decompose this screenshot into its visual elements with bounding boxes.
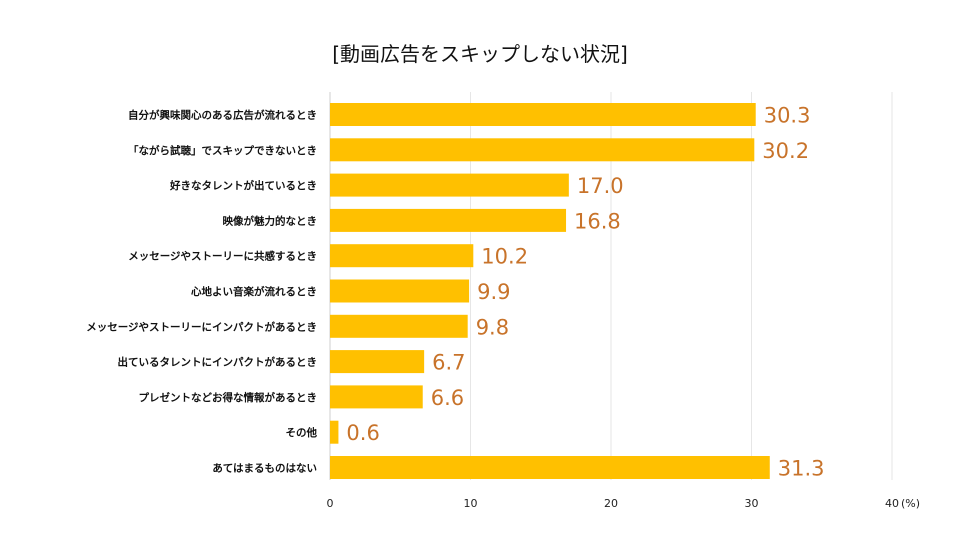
chart-title: [動画広告をスキップしない状況]: [332, 42, 628, 66]
value-label: 16.8: [574, 209, 621, 233]
category-label: プレゼントなどお得な情報があるとき: [139, 391, 318, 404]
value-label: 30.2: [762, 139, 809, 163]
category-label: 好きなタレントが出ているとき: [169, 179, 317, 192]
bar: [330, 103, 756, 126]
value-label: 10.2: [481, 245, 528, 269]
bar: [330, 314, 468, 338]
value-label: 9.8: [476, 315, 509, 339]
x-axis-unit-label: (%): [901, 497, 920, 510]
value-label: 9.9: [477, 280, 510, 304]
bar: [330, 244, 474, 268]
category-label: 出ているタレントにインパクトがあるとき: [118, 356, 318, 369]
category-label: 映像が魅力的なとき: [223, 214, 318, 227]
bar: [330, 173, 569, 197]
value-labels: 30.3 30.2 17.0 16.8 10.2 9.9 9.8 6.7 6.6 0.6 31.3: [346, 104, 824, 481]
category-label: あてはまるものはない: [212, 462, 317, 475]
bar: [330, 350, 425, 374]
x-axis-ticks: 0 10 20 30 40 (%): [327, 497, 921, 510]
value-label: 31.3: [778, 457, 825, 481]
x-tick-label: 10: [464, 497, 478, 510]
category-label: メッセージやストーリーにインパクトがあるとき: [86, 320, 317, 333]
category-label: その他: [286, 426, 318, 439]
category-label: メッセージやストーリーに共感するとき: [128, 250, 317, 263]
x-tick-label: 20: [604, 497, 618, 510]
category-label: 「ながら試聴」でスキップできないとき: [128, 144, 317, 157]
bar: [330, 420, 339, 444]
category-label: 心地よい音楽が流れるとき: [191, 285, 317, 298]
category-labels: 自分が興味関心のある広告が流れるとき「ながら試聴」でスキップできないとき好きなタ…: [86, 109, 317, 475]
x-tick-label: 40: [885, 497, 899, 510]
x-tick-label: 30: [745, 497, 759, 510]
bar: [330, 138, 755, 162]
value-label: 6.7: [432, 351, 465, 375]
bar: [330, 208, 567, 232]
value-label: 0.6: [346, 421, 379, 445]
x-tick-label: 0: [327, 497, 334, 510]
bar: [330, 456, 770, 479]
category-label: 自分が興味関心のある広告が流れるとき: [128, 109, 317, 122]
value-label: 30.3: [764, 104, 811, 128]
value-label: 17.0: [577, 174, 624, 198]
bar: [330, 279, 470, 303]
bars: [330, 103, 770, 479]
value-label: 6.6: [431, 386, 464, 410]
bar: [330, 385, 423, 409]
